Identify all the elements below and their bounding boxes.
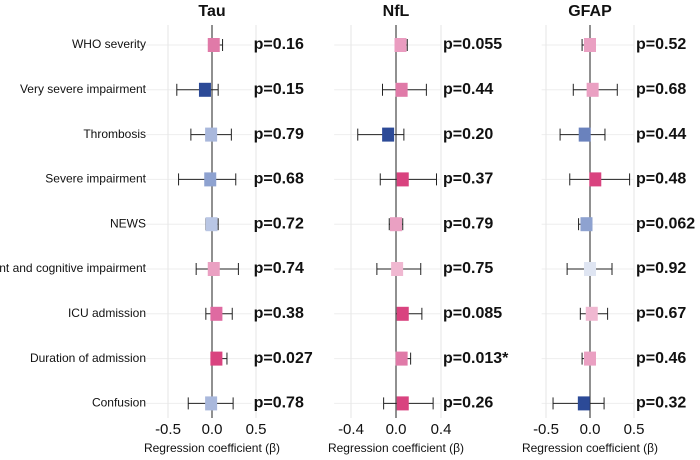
category-label: Very severe impairment bbox=[20, 82, 147, 96]
estimate-box bbox=[205, 127, 218, 142]
x-tick-label: -0.5 bbox=[155, 421, 181, 438]
category-label: Confusion bbox=[92, 396, 146, 410]
x-axis-label: Regression coefficient (β) bbox=[328, 441, 464, 455]
estimate-box bbox=[586, 82, 599, 97]
estimate-box bbox=[396, 172, 409, 187]
estimate-box bbox=[395, 82, 408, 97]
estimate-box bbox=[210, 306, 223, 321]
estimate-box bbox=[577, 396, 590, 411]
p-value-label: p=0.68 bbox=[636, 81, 686, 98]
x-tick-label: 0.5 bbox=[246, 421, 267, 438]
p-value-label: p=0.027 bbox=[254, 350, 313, 367]
p-value-label: p=0.055 bbox=[443, 36, 502, 53]
estimate-box bbox=[589, 172, 602, 187]
estimate-box bbox=[585, 306, 598, 321]
category-label: NEWS bbox=[110, 216, 146, 230]
p-value-label: p=0.44 bbox=[443, 81, 493, 98]
estimate-box bbox=[382, 127, 395, 142]
estimate-box bbox=[207, 262, 220, 276]
p-value-label: p=0.67 bbox=[636, 305, 686, 322]
estimate-box bbox=[205, 396, 218, 411]
p-value-label: p=0.44 bbox=[636, 126, 686, 143]
p-value-label: p=0.78 bbox=[254, 395, 304, 412]
p-value-label: p=0.72 bbox=[254, 215, 304, 232]
estimate-box bbox=[390, 217, 402, 232]
estimate-box bbox=[395, 351, 408, 366]
p-value-label: p=0.20 bbox=[443, 126, 493, 143]
x-axis-label: Regression coefficient (β) bbox=[522, 441, 658, 455]
estimate-box bbox=[205, 217, 218, 232]
estimate-box bbox=[198, 82, 211, 97]
estimate-box bbox=[578, 127, 591, 142]
panel-title: Tau bbox=[198, 3, 225, 20]
category-label: Moderate impairment and cognitive impair… bbox=[0, 261, 147, 275]
p-value-label: p=0.085 bbox=[443, 305, 502, 322]
estimate-box bbox=[580, 217, 593, 232]
x-tick-label: 0.4 bbox=[431, 421, 452, 438]
estimate-box bbox=[210, 351, 223, 366]
estimate-box bbox=[394, 38, 407, 52]
category-label: Thrombosis bbox=[83, 127, 146, 141]
p-value-label: p=0.79 bbox=[254, 126, 304, 143]
category-label: Severe impairment bbox=[45, 172, 146, 186]
p-value-label: p=0.46 bbox=[636, 350, 686, 367]
category-label: ICU admission bbox=[68, 306, 146, 320]
estimate-box bbox=[584, 38, 596, 52]
p-value-label: p=0.16 bbox=[254, 36, 304, 53]
p-value-label: p=0.68 bbox=[254, 171, 304, 188]
category-label: Duration of admission bbox=[30, 351, 146, 365]
estimate-box bbox=[204, 172, 217, 187]
panel-title: NfL bbox=[383, 3, 410, 20]
p-value-label: p=0.74 bbox=[254, 260, 304, 277]
estimate-box bbox=[584, 262, 596, 276]
panel-title: GFAP bbox=[568, 3, 612, 20]
p-value-label: p=0.37 bbox=[443, 171, 493, 188]
p-value-label: p=0.26 bbox=[443, 395, 493, 412]
x-tick-label: 0.0 bbox=[580, 421, 601, 438]
p-value-label: p=0.79 bbox=[443, 215, 493, 232]
estimate-box bbox=[396, 396, 409, 411]
p-value-label: p=0.013* bbox=[443, 350, 509, 367]
p-value-label: p=0.92 bbox=[636, 260, 686, 277]
p-value-label: p=0.32 bbox=[636, 395, 686, 412]
x-tick-label: 0.0 bbox=[386, 421, 407, 438]
estimate-box bbox=[584, 351, 596, 366]
x-axis-label: Regression coefficient (β) bbox=[144, 441, 280, 455]
p-value-label: p=0.75 bbox=[443, 260, 493, 277]
x-tick-label: 0.0 bbox=[202, 421, 223, 438]
p-value-label: p=0.15 bbox=[254, 81, 304, 98]
p-value-label: p=0.38 bbox=[254, 305, 304, 322]
x-tick-label: -0.5 bbox=[533, 421, 559, 438]
x-tick-label: 0.5 bbox=[624, 421, 645, 438]
estimate-box bbox=[396, 306, 409, 321]
estimate-box bbox=[207, 38, 220, 52]
estimate-box bbox=[391, 262, 404, 276]
p-value-label: p=0.52 bbox=[636, 36, 686, 53]
category-label: WHO severity bbox=[72, 37, 146, 51]
p-value-label: p=0.062 bbox=[636, 215, 695, 232]
x-tick-label: -0.4 bbox=[338, 421, 364, 438]
p-value-label: p=0.48 bbox=[636, 171, 686, 188]
